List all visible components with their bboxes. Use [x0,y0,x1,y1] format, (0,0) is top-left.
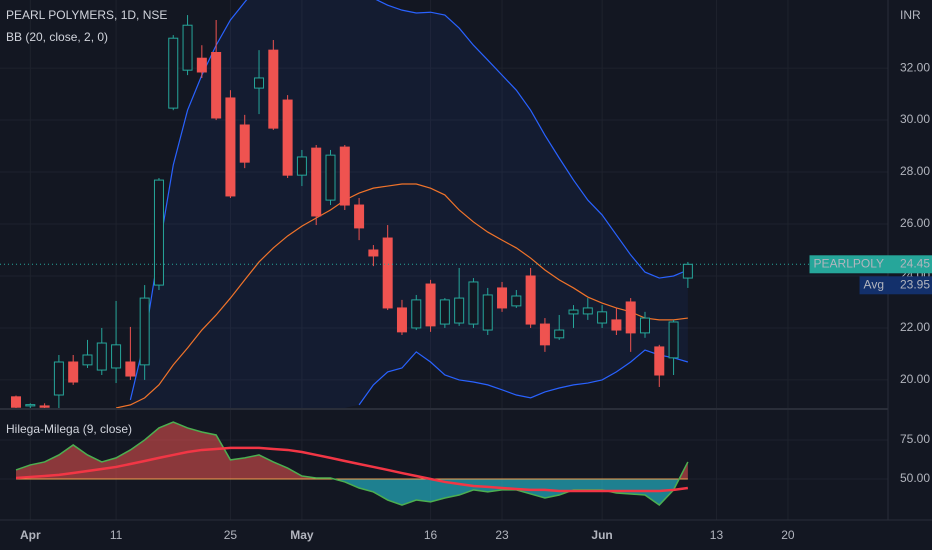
candle-body [368,249,379,257]
x-tick-label: 23 [495,528,509,542]
candle-body [354,204,365,229]
band-line [358,349,689,406]
y-tick-label: 26.00 [900,216,930,230]
x-tick-label: Apr [20,528,41,542]
candle-body [497,287,508,309]
x-tick-label: 13 [710,528,724,542]
candle-body [668,321,679,359]
x-tick-label: May [290,528,314,542]
candle-body [196,57,207,73]
y-tick-label: 22.00 [900,320,930,334]
indicator-line [15,446,689,493]
candle-body [568,309,579,315]
x-tick-label: 16 [424,528,438,542]
candle-body [311,147,322,217]
candle-body [68,361,79,383]
price-value: 24.45 [900,256,930,270]
area-below [16,478,688,506]
candle-body [639,317,650,334]
x-tick-label: Jun [591,528,612,542]
candle-body [254,77,265,89]
currency: INR [900,8,921,22]
price-value-box [888,276,932,295]
candle-body [682,263,693,279]
chart-title: PEARL POLYMERS, 1D, NSE [6,8,167,22]
x-tick-label: 25 [224,528,238,542]
price-label-box [859,276,888,295]
y-tick-label: 75.00 [900,432,930,446]
candle-body [468,281,479,325]
candle-body [611,319,622,331]
price-label-box [809,255,888,274]
price-label-name: Avg [864,277,884,291]
price-value-box [888,255,932,274]
indicator-label: BB (20, close, 2, 0) [6,30,108,44]
area-above [16,422,688,479]
y-tick-label: 28.00 [900,164,930,178]
price-label-name: PEARLPOLY [814,256,884,270]
band-line [129,0,689,401]
y-tick-label: 50.00 [900,471,930,485]
candle-body [396,307,407,333]
grid [0,0,888,520]
x-tick-label: 11 [110,528,123,542]
candle-body [339,146,350,206]
x-tick-label: 20 [781,528,795,542]
candle-body [411,299,422,329]
candle-body [439,299,450,325]
candle-body [182,24,193,71]
main-pane [0,0,888,408]
candle-body [454,297,465,324]
candle-body [111,344,122,369]
candle-body [425,283,436,327]
candle-body [654,346,665,376]
candle-body [125,361,136,377]
candle-body [539,323,550,346]
candle-body [53,361,64,396]
candle-body [325,154,336,201]
candle-body [382,237,393,309]
candle-body [296,156,307,176]
candle-body [525,275,536,325]
candle-body [511,295,522,307]
candle-body [39,405,50,408]
candle-body [96,342,107,371]
candle-body [25,404,36,407]
indicator-title: Hilega-Milega (9, close) [6,422,132,436]
candle-body [268,49,279,129]
candle-body [582,307,593,315]
candle-body [597,311,608,324]
y-tick-label: 30.00 [900,112,930,126]
band-line [115,183,688,408]
indicator-pane [15,421,689,507]
candle-body [225,97,236,197]
y-tick-label: 32.00 [900,60,930,74]
axes: Apr 11 25 May 16 23 Jun 13 2020.0022.0024.0026.0… [20,60,932,542]
price-value: 23.95 [900,277,930,291]
candle-body [554,329,565,339]
candle-body [482,294,493,331]
candle-body [282,99,293,176]
candle-body [139,297,150,366]
y-tick-label: 20.00 [900,372,930,386]
candle-body [153,179,164,286]
candle-body [168,37,179,109]
candle-body [211,51,222,119]
candle-body [82,354,93,366]
candle-body [239,124,250,163]
candle-body [625,301,636,334]
candle-body [11,396,22,408]
